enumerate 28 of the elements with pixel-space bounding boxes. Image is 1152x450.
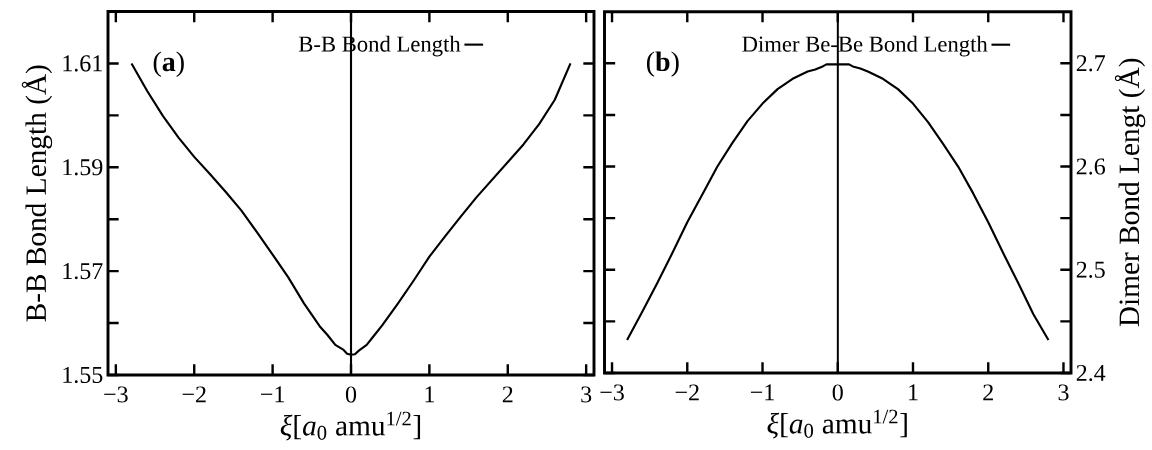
y2-tick-label: 2.7 xyxy=(1076,55,1106,72)
x-tick-label: −1 xyxy=(261,386,284,403)
x-tick-label: 3 xyxy=(581,386,592,403)
x-tick-label: −2 xyxy=(675,384,699,401)
y-tick-label: 1.59 xyxy=(63,159,103,176)
x-axis-title: ξ[a$_{0}$ amu$^{1/2}$] xyxy=(767,409,907,439)
y2-tick-label: 2.6 xyxy=(1076,158,1106,175)
annotation: (b) xyxy=(646,51,679,77)
x-tick-label: 1 xyxy=(425,386,434,403)
y2-tick-label: 2.5 xyxy=(1076,261,1105,278)
y-tick-label: 1.57 xyxy=(63,263,103,280)
y-tick-label: 1.55 xyxy=(63,366,103,384)
y2-axis-title: Dimer Bond Lengt (Å) xyxy=(1114,58,1146,327)
x-axis-title: ξ[a$_{0}$ amu$^{1/2}$] xyxy=(280,411,421,441)
y-tick-label: 1.61 xyxy=(63,55,102,72)
annotation: (a) xyxy=(153,51,184,77)
x-tick-label: −2 xyxy=(182,386,206,403)
x-tick-label: 2 xyxy=(983,384,993,401)
x-tick-label: 2 xyxy=(502,386,513,403)
x-tick-label: 1 xyxy=(909,384,918,401)
x-tick-label: 0 xyxy=(345,386,357,403)
x-tick-label: 0 xyxy=(832,384,843,401)
x-tick-label: −3 xyxy=(104,386,128,403)
y2-tick-label: 2.4 xyxy=(1076,364,1106,382)
x-tick-label: −1 xyxy=(750,384,774,401)
y-axis-title: B-B Bond Length (Å) xyxy=(21,65,53,322)
x-tick-label: 3 xyxy=(1058,384,1069,401)
x-tick-label: −3 xyxy=(600,384,624,401)
